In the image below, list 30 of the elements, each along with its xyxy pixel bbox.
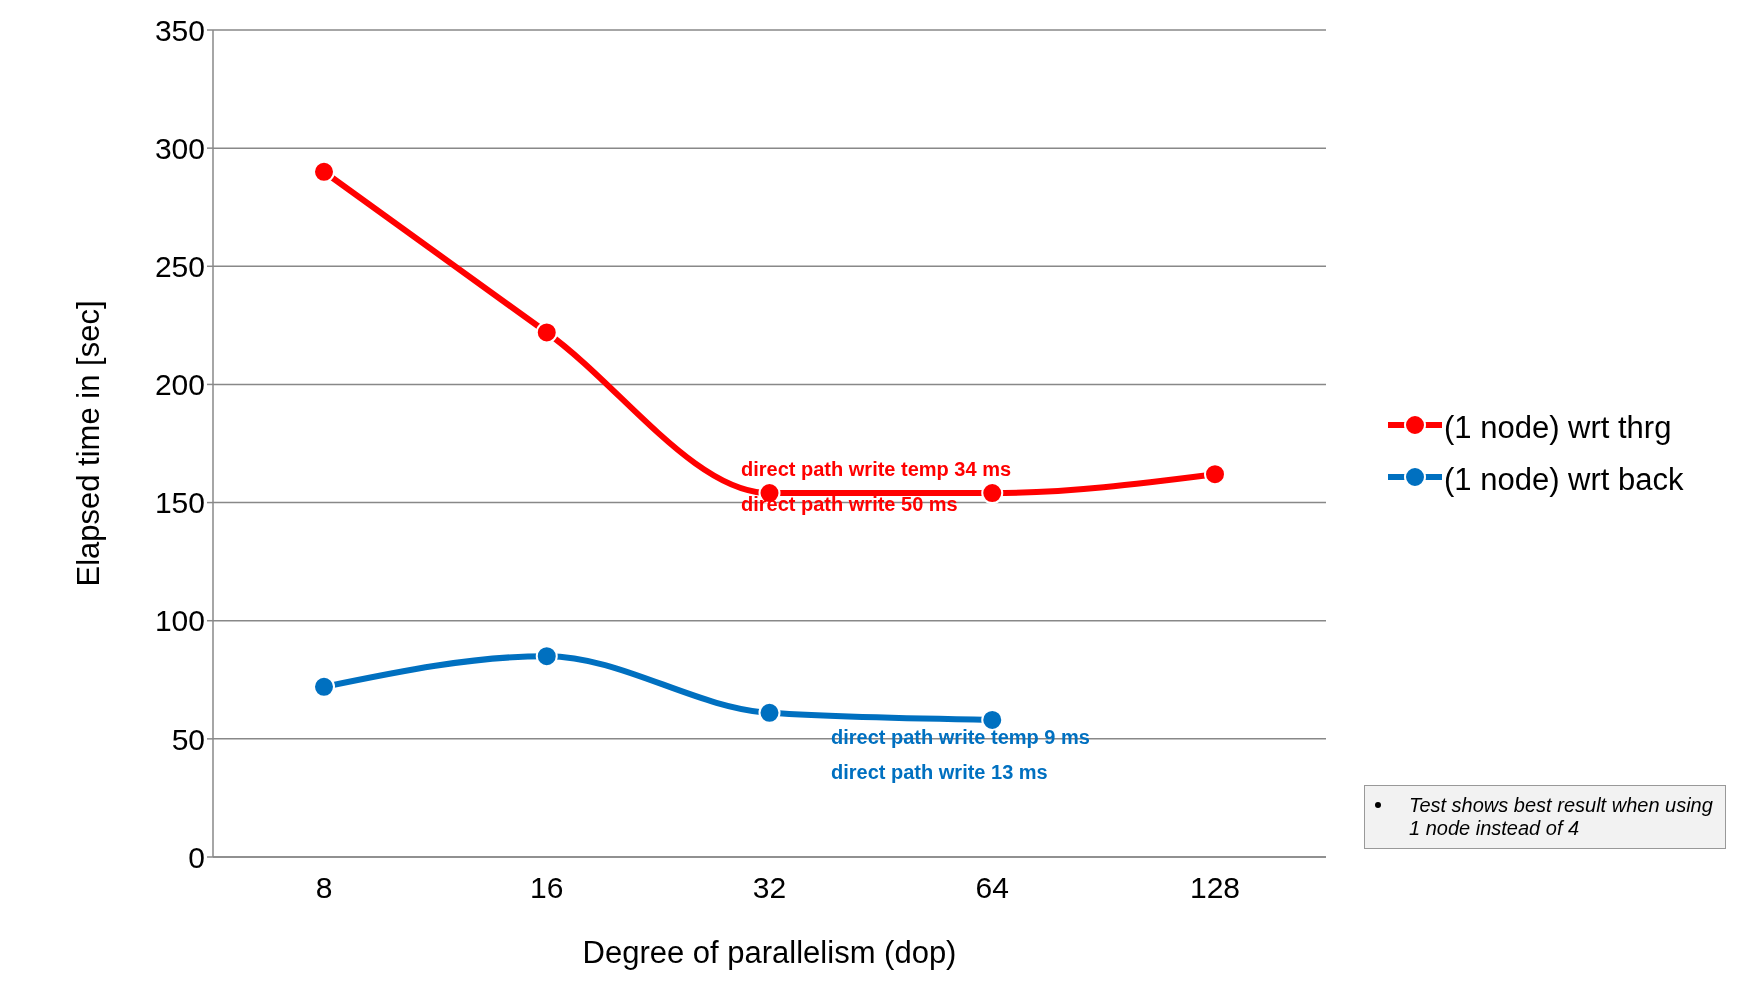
point xyxy=(535,645,558,668)
y-tick-label: 150 xyxy=(154,486,205,520)
y-tick-label: 50 xyxy=(171,722,205,756)
annotation: direct path write 50 ms xyxy=(741,493,958,517)
point xyxy=(313,160,335,183)
y-tick-label: 250 xyxy=(154,249,205,283)
y-tick-label: 350 xyxy=(154,13,205,47)
x-axis-title: Degree of parallelism (dop) xyxy=(582,935,957,970)
point xyxy=(1204,463,1226,486)
text: Test shows best result when using 1 node instead of 4 xyxy=(1409,794,1714,840)
y-axis-title: Elapsed time in [sec] xyxy=(71,300,107,587)
y-tick-label: 300 xyxy=(154,131,205,165)
x-tick-label: 32 xyxy=(752,871,787,905)
annotation: direct path write 13 ms xyxy=(831,760,1048,784)
point xyxy=(981,482,1004,505)
x-tick-label: 8 xyxy=(315,871,333,905)
annotation: direct path write temp 9 ms xyxy=(831,726,1090,750)
x-tick-label: 16 xyxy=(530,871,564,905)
y-tick-label: 100 xyxy=(154,604,205,638)
legend-label: (1 node) wrt thrg xyxy=(1444,409,1673,447)
point xyxy=(758,701,781,724)
point xyxy=(313,675,335,698)
point xyxy=(535,321,558,344)
x-tick-label: 128 xyxy=(1189,871,1241,905)
y-tick-label: 200 xyxy=(154,368,205,402)
y-tick-label: 0 xyxy=(188,840,205,874)
point xyxy=(981,708,1004,731)
legend-label: (1 node) wrt back xyxy=(1444,461,1685,499)
x-tick-label: 64 xyxy=(975,871,1009,905)
annotation: direct path write temp 34 ms xyxy=(741,458,1012,482)
